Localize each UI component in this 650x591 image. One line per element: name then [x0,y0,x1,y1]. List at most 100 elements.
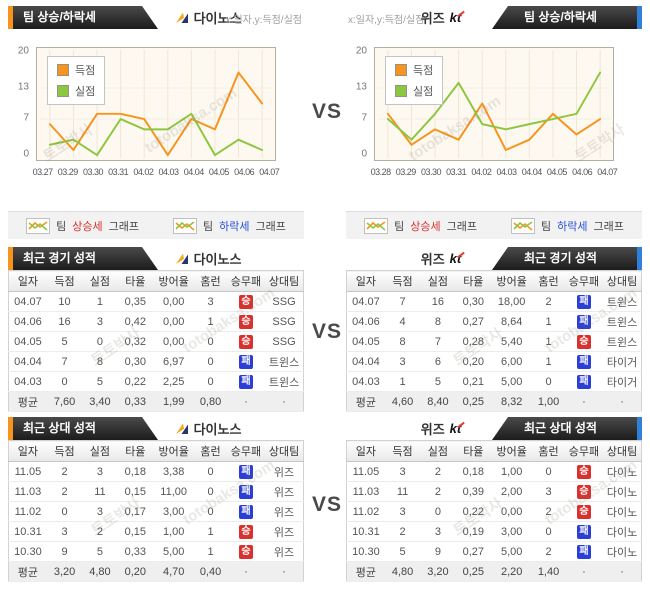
tab-accent-bar [637,6,642,29]
rise-graph-legend[interactable]: 팀 상승세 그래프 [26,217,139,234]
section-tab-trend-right: 팀 상승/하락세 [492,6,642,29]
section-title: 팀 상승/하락세 [524,10,597,24]
loss-badge: 패 [576,354,591,369]
win-badge: 승 [576,464,591,479]
recent-header-right: 위즈 kt 최근 경기 성적 [346,247,642,270]
team-label-right: 위즈 kt [392,247,492,270]
column-header: 실점 [420,270,456,292]
legend-text-fall: 하락세 [557,220,588,233]
legend-text-fall: 하락세 [219,220,250,233]
legend-swatch [57,85,69,97]
y-tick-label: 7 [23,112,29,124]
h2h-header-left: 최근 상대 성적 다이노스 [8,417,304,440]
legend-label: 실점 [75,86,96,98]
column-header: 일자 [346,270,385,292]
trend-header-left: 팀 상승/하락세 다이노스 x:일자,y:득점/실점 [8,6,304,29]
x-tick-label: 03.27 [32,167,54,177]
rise-graph-legend[interactable]: 팀 상승세 그래프 [364,217,477,234]
x-tick-label: 04.02 [133,167,154,177]
team-label-left: 다이노스 [158,6,258,29]
table-row: 04.04 7 8 0,30 6,97 0 패 트윈스 [8,351,304,372]
column-header: 홈런 [194,270,227,292]
legend-text: 팀 [56,220,67,233]
column-header: 득점 [46,440,83,462]
x-axis: 03.28 03.29 03.30 03.31 04.02 04.03 04.04 04.05… [368,167,620,177]
loss-badge: 패 [238,374,253,389]
legend-label: 득점 [75,65,96,77]
kt-logo-icon: kt [449,421,462,436]
average-row: 평균 3,20 4,80 0,20 4,70 0,40 · · [8,561,304,582]
table-row: 04.06 4 8 0,27 8,64 1 패 트윈스 [346,311,642,332]
win-badge: 승 [576,504,591,519]
win-badge: 승 [238,294,253,309]
x-tick-label: 03.29 [395,167,417,177]
x-tick-label: 04.05 [546,167,568,177]
dinos-logo-icon [175,422,189,435]
column-header: 승무패 [226,440,266,462]
kt-logo-icon: kt [449,10,462,25]
y-tick-label: 20 [17,45,29,57]
tab-accent-bar [8,417,13,440]
column-header: 타율 [117,270,154,292]
recent-panel-right: 위즈 kt 최근 경기 성적 일자 득점 실점 타율 방어율 홈런 승무패 상대팀 04.07 7… [346,247,642,412]
section-title: 팀 상승/하락세 [23,10,96,24]
win-badge: 승 [576,334,591,349]
chart-legend-item: 득점 [395,62,433,78]
x-axis: 03.27 03.29 03.30 03.31 04.02 04.03 04.04 04.05… [30,167,282,177]
fall-graph-icon [511,217,535,234]
column-header: 홈런 [532,270,565,292]
x-tick-label: 03.31 [446,167,467,177]
y-tick-label: 13 [355,81,367,93]
table-row: 10.30 5 9 0,27 5,00 2 패 다이노 [346,541,642,562]
table-row: 10.31 2 3 0,19 3,00 0 패 다이노 [346,521,642,542]
table-row: 11.03 11 2 0,39 2,00 3 승 다이노 [346,481,642,502]
legend-text: 팀 [541,220,552,233]
fall-graph-legend[interactable]: 팀 하락세 그래프 [173,217,286,234]
y-tick-label: 0 [23,148,29,160]
team-name: 다이노스 [193,252,242,267]
table-header-row: 일자 득점 실점 타율 방어율 홈런 승무패 상대팀 [8,270,304,292]
team-name: 위즈 [420,422,445,437]
section-tab-recent-left: 최근 경기 성적 [8,247,158,270]
loss-badge: 패 [238,484,253,499]
loss-badge: 패 [238,464,253,479]
x-tick-label: 03.29 [57,167,79,177]
stats-table: 일자 득점 실점 타율 방어율 홈런 승무패 상대팀 04.07 10 1 0,35 0,00 3 승 SSG… [8,270,304,412]
win-badge: 승 [238,314,253,329]
column-header: 일자 [8,270,47,292]
table-row: 04.06 16 3 0,42 0,00 1 승 SSG [8,311,304,332]
team-label-right: 위즈 kt [392,417,492,440]
legend-text: 팀 [203,220,214,233]
chart-legend-item: 실점 [57,83,95,99]
graph-legend-bar-right: 팀 상승세 그래프 팀 하락세 그래프 [346,211,642,239]
table-row: 04.05 8 7 0,28 5,40 1 승 트윈스 [346,331,642,352]
y-tick-label: 13 [17,81,29,93]
team-name: 다이노스 [193,422,242,437]
fall-graph-icon [173,217,197,234]
team-label-left: 다이노스 [158,247,258,270]
y-axis: 0 7 13 20 [346,45,372,159]
h2h-panel-right: 위즈 kt 최근 상대 성적 일자 득점 실점 타율 방어율 홈런 승무패 상대팀 11.05 3… [346,417,642,582]
section-title: 최근 상대 성적 [23,421,96,435]
section-title: 최근 경기 성적 [23,251,96,265]
column-header: 일자 [346,440,385,462]
x-tick-label: 04.05 [208,167,230,177]
y-axis: 0 7 13 20 [8,45,34,160]
table-row: 10.31 3 2 0,15 1,00 1 승 위즈 [8,521,304,542]
fall-graph-legend[interactable]: 팀 하락세 그래프 [511,217,624,234]
loss-badge: 패 [238,504,253,519]
column-header: 일자 [8,440,47,462]
x-tick-label: 04.07 [259,167,280,177]
table-row: 04.03 0 5 0,22 2,25 0 패 트윈스 [8,371,304,392]
loss-badge: 패 [576,524,591,539]
column-header: 득점 [384,440,421,462]
axis-hint: x:일자,y:득점/실점 [225,15,302,26]
kt-logo-icon: kt [449,251,462,266]
stats-table: 일자 득점 실점 타율 방어율 홈런 승무패 상대팀 04.07 7 16 0,30 18,00 2 패 트윈… [346,270,642,412]
chart-legend-item: 실점 [395,83,433,99]
column-header: 타율 [455,440,492,462]
column-header: 승무패 [564,440,604,462]
